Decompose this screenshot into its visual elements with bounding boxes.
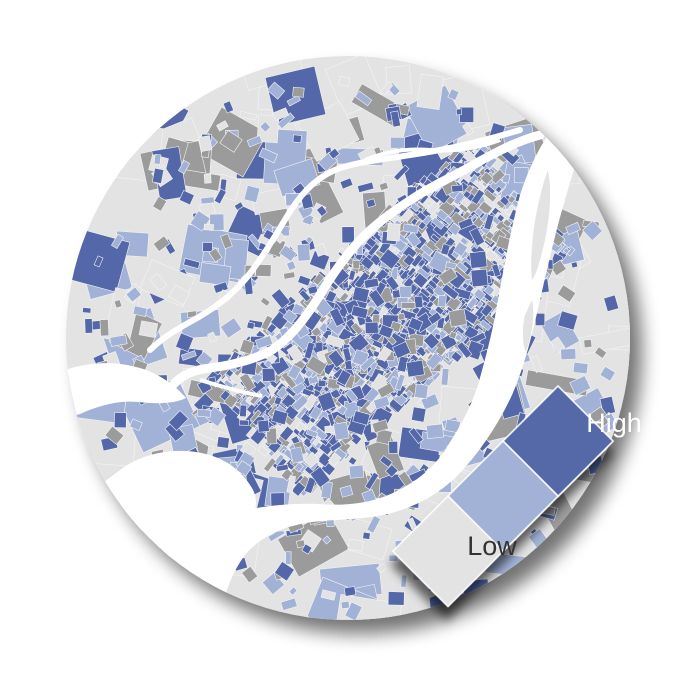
census-tract [352, 260, 360, 270]
census-tract [202, 242, 213, 252]
census-tract [479, 319, 492, 332]
census-tract [459, 236, 469, 246]
census-tract [572, 361, 589, 375]
census-tract [416, 73, 444, 111]
census-tract [324, 425, 335, 434]
census-tract [388, 441, 399, 454]
census-tract [348, 432, 363, 446]
census-tract [246, 321, 256, 330]
census-tract [82, 307, 92, 314]
census-tract [343, 586, 357, 597]
census-tract [482, 189, 498, 203]
census-tract [138, 320, 159, 339]
census-tract [341, 226, 355, 244]
census-tract [292, 86, 305, 98]
census-tract [340, 600, 350, 610]
census-tract [405, 359, 425, 378]
census-tract [480, 303, 494, 318]
census-tract [391, 289, 401, 299]
census-tract [114, 412, 127, 429]
census-tract [459, 106, 474, 123]
census-tract [348, 464, 365, 479]
census-tract [239, 404, 248, 418]
census-tract [84, 318, 93, 334]
census-tract [203, 223, 214, 231]
census-tract [317, 379, 327, 387]
census-tract [451, 184, 464, 193]
census-tract [437, 294, 447, 308]
census-tract [257, 419, 270, 433]
census-tract [99, 319, 110, 337]
census-tract [570, 261, 579, 269]
census-tract [470, 268, 489, 288]
census-tract [454, 333, 463, 342]
census-tract [560, 348, 577, 361]
census-tract [283, 404, 300, 421]
census-tract [425, 423, 444, 439]
census-tract [419, 287, 431, 298]
census-tract [399, 208, 415, 224]
census-tract [216, 436, 230, 449]
legend-high-label: High [586, 408, 642, 438]
census-tract [422, 214, 433, 226]
census-tract [413, 295, 424, 309]
census-tract [362, 531, 371, 540]
census-tract [387, 591, 405, 606]
census-tract [469, 250, 488, 269]
census-tract [333, 421, 350, 441]
census-tract [270, 492, 285, 508]
census-tract [484, 249, 498, 263]
census-tract [198, 135, 213, 152]
census-tract [478, 200, 493, 216]
census-tract [583, 339, 593, 349]
census-tract [386, 223, 401, 242]
census-tract [400, 574, 408, 588]
census-tract [448, 308, 468, 328]
census-tract [292, 134, 302, 144]
census-tract [400, 302, 416, 309]
census-tract [455, 261, 469, 273]
census-tract [410, 406, 427, 423]
census-tract [388, 554, 399, 562]
census-tract [399, 286, 412, 298]
census-tract [579, 326, 630, 355]
census-tract [285, 551, 292, 565]
census-tract [203, 173, 212, 184]
census-tract [455, 108, 463, 116]
census-tract [338, 75, 351, 87]
census-tract [414, 383, 429, 400]
census-tract [390, 137, 405, 149]
census-tract [200, 196, 215, 205]
census-tract [198, 262, 232, 287]
census-tract [412, 272, 429, 289]
census-tract [296, 243, 311, 262]
census-tract [261, 367, 276, 382]
census-tract [496, 213, 505, 223]
census-tract [238, 419, 249, 426]
census-tract [535, 312, 546, 326]
census-tract [316, 452, 333, 468]
census-tract [440, 367, 450, 386]
legend-low-label: Low [467, 531, 517, 561]
census-tract [153, 153, 162, 165]
census-tract [364, 321, 379, 334]
census-tract [420, 243, 434, 257]
census-tract [293, 462, 304, 473]
census-tract [347, 538, 364, 552]
census-tract [196, 408, 212, 418]
